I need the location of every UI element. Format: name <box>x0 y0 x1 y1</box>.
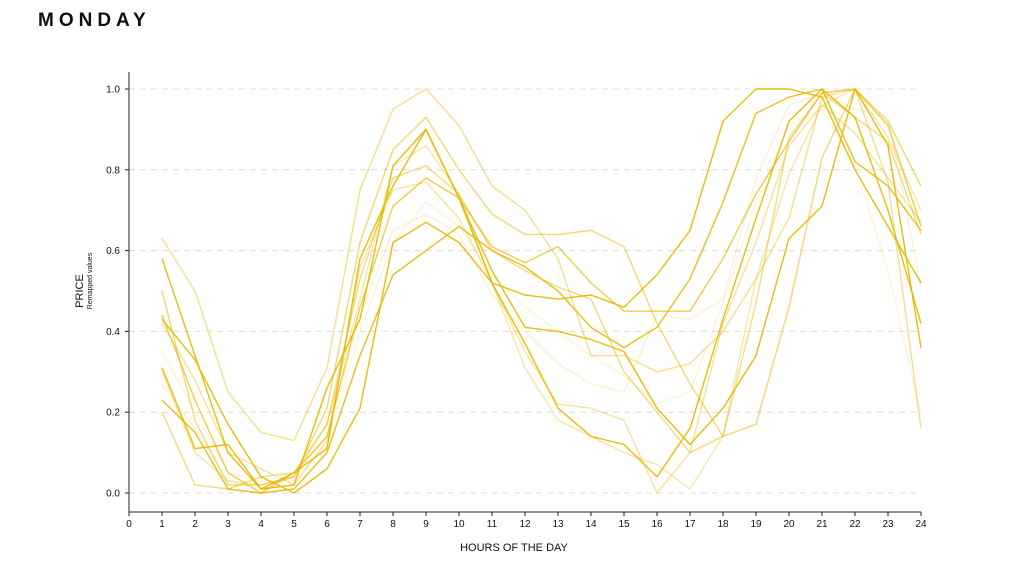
x-axis-title: HOURS OF THE DAY <box>460 542 568 554</box>
y-tick-label: 0.6 <box>106 246 120 257</box>
series-line-7 <box>161 92 922 490</box>
x-tick-label: 6 <box>324 519 330 530</box>
y-tick-label: 0.4 <box>106 327 120 338</box>
x-tick-label: 16 <box>651 519 663 530</box>
x-tick-label: 13 <box>552 519 564 530</box>
x-tick-label: 17 <box>684 519 696 530</box>
y-axis-title: PRICE <box>74 274 86 308</box>
series-line-8 <box>161 88 922 442</box>
x-tick-label: 12 <box>519 519 531 530</box>
gridlines <box>129 88 921 494</box>
x-tick-label: 11 <box>487 519 498 530</box>
series-line-5 <box>161 88 922 494</box>
axes: 0.00.20.40.60.81.00 1 2 3 4 5 6 7 8 9 10 11 12 13 14 15… <box>106 72 927 530</box>
x-tick-label: 24 <box>915 519 927 530</box>
x-tick-label: 8 <box>390 519 396 530</box>
series-line-2 <box>161 88 922 490</box>
x-tick-label: 18 <box>717 519 729 530</box>
series-lines <box>161 88 922 494</box>
y-tick-label: 0.0 <box>106 489 120 500</box>
x-tick-label: 1 <box>159 519 165 530</box>
x-tick-label: 14 <box>585 519 597 530</box>
x-tick-label: 0 <box>126 519 132 530</box>
page-title: MONDAY <box>38 10 151 31</box>
x-tick-label: 10 <box>453 519 465 530</box>
x-tick-label: 20 <box>783 519 795 530</box>
x-tick-label: 5 <box>291 519 297 530</box>
series-line-12 <box>161 108 922 482</box>
series-line-9 <box>161 104 922 494</box>
series-line-11 <box>161 92 922 490</box>
x-tick-label: 3 <box>225 519 231 530</box>
x-tick-label: 22 <box>849 519 861 530</box>
y-tick-label: 0.2 <box>106 408 120 419</box>
x-tick-label: 9 <box>423 519 429 530</box>
x-tick-label: 15 <box>618 519 630 530</box>
x-tick-label: 7 <box>357 519 363 530</box>
y-tick-label: 1.0 <box>106 85 120 96</box>
series-line-6 <box>161 88 922 486</box>
y-axis-subtitle: Remapped values <box>87 252 94 309</box>
x-tick-label: 2 <box>192 519 198 530</box>
x-tick-label: 23 <box>882 519 894 530</box>
series-line-10 <box>161 88 922 490</box>
x-tick-label: 4 <box>258 519 264 530</box>
x-tick-label: 21 <box>816 519 828 530</box>
x-tick-label: 19 <box>750 519 762 530</box>
y-tick-label: 0.8 <box>106 165 120 176</box>
